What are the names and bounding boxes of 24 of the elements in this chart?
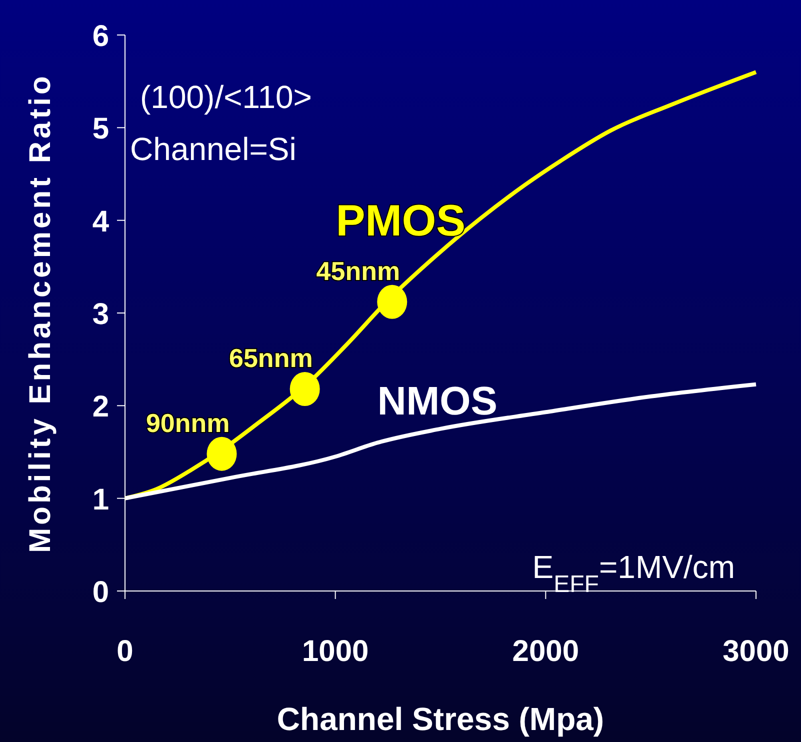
y-tick-label: 6 [92, 20, 109, 53]
line-series [123, 70, 758, 500]
point [206, 436, 237, 471]
y-tick-label: 5 [92, 112, 109, 146]
x-tick-label: 1000 [302, 635, 369, 668]
annotation: 90nnm [146, 408, 230, 438]
x-tick-label: 2000 [512, 635, 580, 668]
annotation: 45nnm [316, 256, 400, 286]
y-tick-label: 0 [92, 576, 109, 609]
y-tick-label: 4 [92, 205, 110, 238]
x-axis-title: Channel Stress (Mpa) [276, 701, 604, 737]
annotation: 65nnm [229, 342, 313, 373]
y-tick-label: 1 [92, 483, 109, 516]
y-axis-title: Mobility Enhancement Ratio [24, 73, 57, 553]
annotation: Channel=Si [130, 131, 296, 167]
y-tick-label: 3 [92, 298, 109, 331]
x-tick-label: 3000 [722, 635, 790, 668]
annotation: (100)/<110> [140, 79, 312, 115]
point [377, 284, 408, 319]
x-tick-label: 0 [116, 635, 134, 668]
point [290, 372, 320, 406]
series-label: NMOS [377, 380, 498, 424]
y-tick-label: 2 [92, 390, 109, 424]
series-label: PMOS [336, 196, 466, 246]
